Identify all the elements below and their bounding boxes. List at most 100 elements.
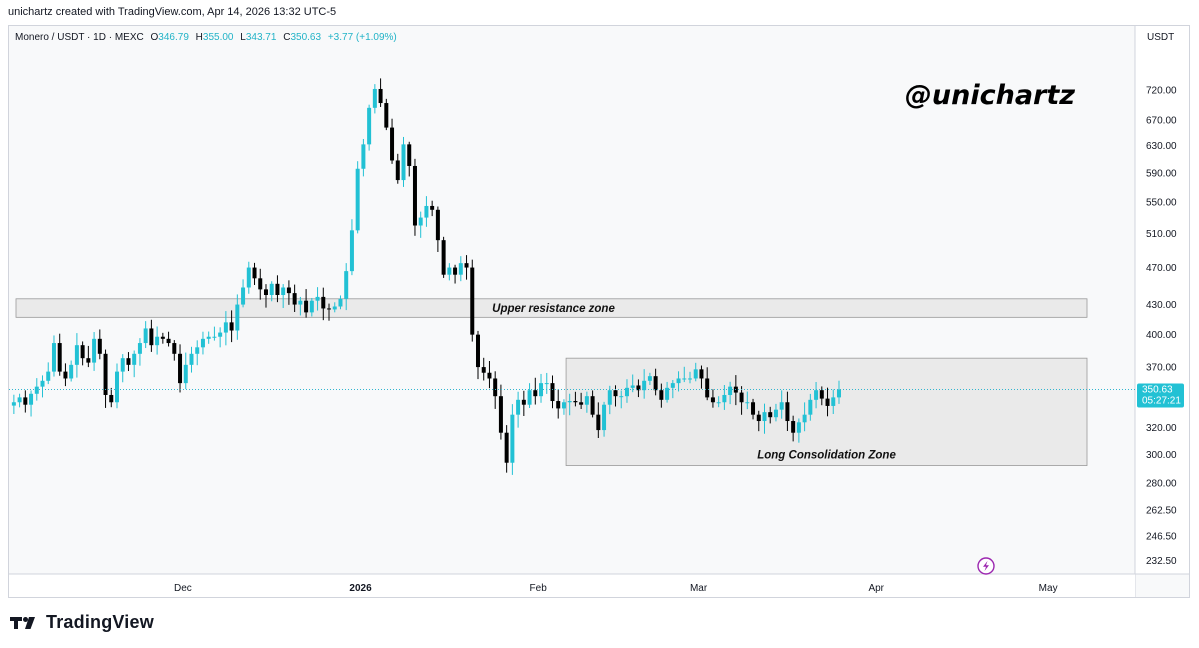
candle — [441, 236, 446, 278]
candle-body — [361, 144, 366, 169]
watermark-handle: @unichartz — [905, 80, 1075, 111]
price-tick-label: 550.00 — [1146, 198, 1177, 209]
time-ticks: Dec 2026 Feb Mar Apr May — [174, 583, 1058, 594]
candle-body — [395, 160, 400, 181]
price-tick-label: 590.00 — [1146, 168, 1177, 179]
candle-body — [659, 390, 664, 400]
candle-body — [441, 240, 446, 275]
candle-body — [235, 304, 240, 331]
candle — [80, 341, 85, 366]
candle-body — [390, 127, 395, 161]
candle-body — [92, 338, 97, 363]
candle — [584, 391, 589, 413]
candle-body — [481, 367, 486, 373]
candle — [132, 350, 137, 378]
candle-body — [120, 358, 125, 372]
candle — [92, 332, 97, 371]
candle — [728, 381, 733, 405]
candle-body — [57, 343, 62, 372]
candle — [355, 161, 360, 234]
price-tick-label: 510.00 — [1146, 229, 1177, 240]
candle — [195, 340, 200, 366]
candle — [516, 391, 521, 428]
candle — [716, 396, 721, 408]
candle — [269, 281, 274, 302]
candle-body — [710, 397, 715, 403]
candle — [424, 196, 429, 227]
candle-body — [464, 263, 469, 268]
candle-body — [286, 287, 291, 294]
candle-body — [229, 322, 234, 331]
candle-body — [246, 267, 251, 288]
price-chart[interactable]: Upper resistance zone Long Consolidation … — [9, 26, 1189, 597]
candle-body — [292, 293, 297, 305]
candle-body — [332, 306, 337, 310]
tradingview-logo[interactable]: TradingView — [10, 612, 154, 633]
candle-body — [338, 298, 343, 307]
candle — [160, 332, 165, 344]
candle-body — [779, 402, 784, 410]
candle — [332, 302, 337, 313]
candle — [252, 262, 257, 285]
candle — [556, 389, 561, 419]
candle-body — [836, 389, 841, 398]
candle — [309, 297, 314, 317]
candle — [97, 329, 102, 360]
candle-body — [739, 392, 744, 403]
candle — [739, 386, 744, 415]
candle — [435, 206, 440, 252]
candle — [315, 287, 320, 311]
legend-symbol: Monero / USDT · 1D · MEXC — [15, 32, 144, 43]
candle-body — [619, 396, 624, 398]
candle — [418, 211, 423, 238]
candle — [836, 380, 841, 404]
candle-body — [561, 402, 566, 409]
consolidation-zone[interactable] — [565, 357, 1088, 466]
candle-body — [401, 144, 406, 181]
candle-body — [630, 385, 635, 388]
candle — [384, 98, 389, 131]
price-scale-panel — [1135, 26, 1189, 574]
candle-body — [195, 347, 200, 354]
candle — [304, 289, 309, 318]
candle-body — [527, 390, 532, 405]
candle — [57, 333, 62, 376]
candle-body — [74, 345, 79, 365]
chart-frame[interactable]: Upper resistance zone Long Consolidation … — [8, 25, 1190, 598]
candle — [613, 385, 618, 407]
upper-resistance-zone[interactable] — [15, 298, 1088, 318]
price-tick-label: 280.00 — [1146, 479, 1177, 490]
candle — [521, 390, 526, 416]
candle — [590, 390, 595, 418]
candle — [619, 390, 624, 409]
candle — [372, 84, 377, 114]
candle — [338, 295, 343, 310]
price-scale-currency[interactable]: USDT — [1147, 32, 1174, 43]
candle — [814, 381, 819, 409]
candle-body — [430, 205, 435, 210]
price-tick-label: 470.00 — [1146, 263, 1177, 274]
candle-body — [275, 283, 280, 295]
candle — [281, 284, 286, 308]
candle-body — [751, 402, 756, 415]
price-tick-label: 246.50 — [1146, 532, 1177, 543]
candle — [155, 326, 160, 355]
candle — [539, 373, 544, 403]
candle-body — [166, 338, 171, 344]
candle-body — [475, 334, 480, 368]
candle — [785, 391, 790, 432]
candle-body — [206, 336, 211, 339]
candle-body — [86, 358, 91, 363]
candle-body — [212, 336, 217, 338]
candle-body — [17, 397, 22, 403]
candle-body — [367, 107, 372, 145]
candle — [722, 384, 727, 410]
candle — [453, 264, 458, 284]
candle-body — [269, 283, 274, 295]
candle — [223, 311, 228, 346]
candle — [143, 321, 148, 349]
candle — [458, 256, 463, 282]
flash-icon[interactable] — [977, 557, 995, 575]
candle-body — [412, 165, 417, 226]
candle-body — [149, 328, 154, 346]
